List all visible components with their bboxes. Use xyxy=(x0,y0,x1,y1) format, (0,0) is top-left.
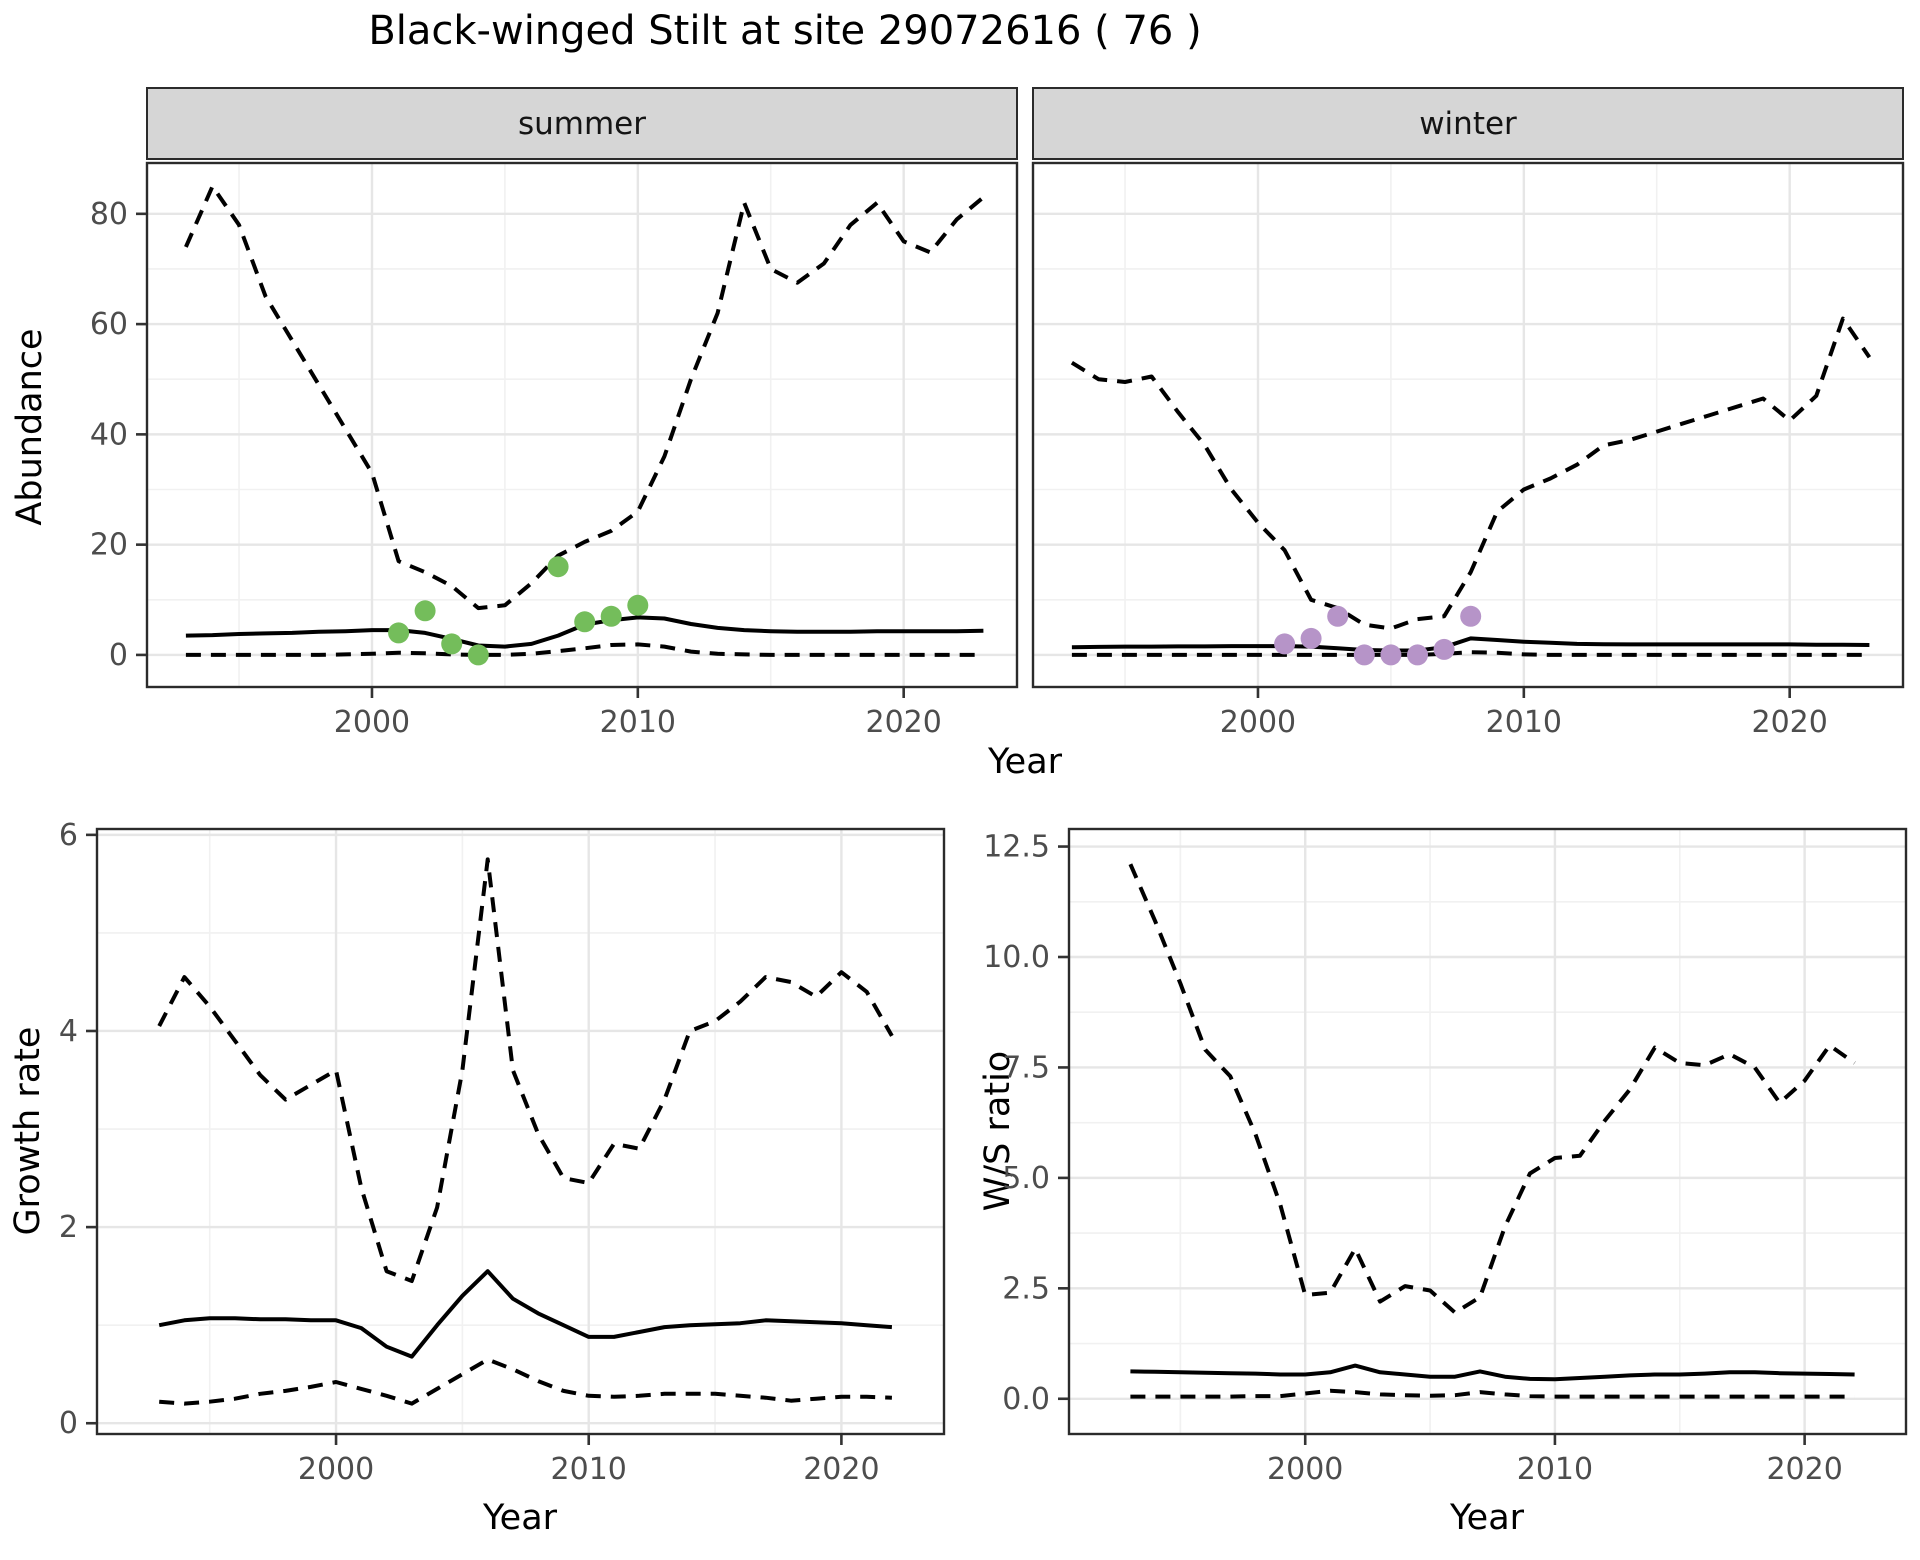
y-axis-tick-label: 4 xyxy=(59,1014,78,1049)
panel-border xyxy=(1031,161,1905,689)
facet-strip-winter-label: winter xyxy=(1419,105,1517,142)
observation-point xyxy=(547,556,569,578)
median-line xyxy=(1130,1363,1855,1382)
series-lines xyxy=(184,184,985,657)
x-axis-tick-label: 2010 xyxy=(600,705,676,740)
y-axis-tick-label: 0.0 xyxy=(1002,1382,1050,1417)
upper-95ci-line xyxy=(1070,316,1872,631)
series-lines xyxy=(1070,316,1872,657)
winter-abundance-plot: 2000 2010 2020 xyxy=(1031,161,1905,740)
y-axis-tick-label: 0 xyxy=(59,1406,78,1441)
y-axis-tick-label: 10.0 xyxy=(983,940,1050,975)
upper-95ci-line xyxy=(184,184,985,611)
observation-point xyxy=(388,622,410,644)
x-axis-tick-label: 2000 xyxy=(298,1452,374,1487)
y-axis-title-growth-rate: Growth rate xyxy=(8,1026,48,1236)
x-axis-tick-label: 2000 xyxy=(334,705,410,740)
observation-point xyxy=(1274,633,1296,655)
y-axis-tick-label: 2.5 xyxy=(1002,1271,1050,1306)
median-line xyxy=(158,1269,893,1359)
lower-95ci-line xyxy=(159,1357,892,1406)
y-axis-tick-label: 60 xyxy=(90,307,128,342)
y-axis-tick-label: 12.5 xyxy=(983,830,1050,865)
observation-point xyxy=(1407,644,1428,666)
grid-lines xyxy=(1068,828,1907,1435)
facet-strip-summer: summer xyxy=(146,87,1018,160)
x-axis-title-bottom-right: Year xyxy=(1449,1498,1525,1538)
y-axis-tick-label: 7.5 xyxy=(1002,1050,1050,1085)
axis-ticks: 2000 2010 2020 0 20 40 60 80 xyxy=(90,197,942,740)
upper-95ci-line xyxy=(1128,863,1856,1315)
ws-ratio-plot: 2000 2010 2020 0.0 2.5 5.0 7.5 10.0 12.5 xyxy=(983,827,1908,1487)
chart-title: Black-winged Stilt at site 29072616 ( 76… xyxy=(368,8,1202,54)
median-line xyxy=(1071,636,1870,653)
upper-95ci-line xyxy=(157,857,894,1283)
growth-rate-plot: 2000 2010 2020 0 2 4 6 xyxy=(59,818,946,1487)
observation-point xyxy=(1460,605,1482,627)
y-axis-tick-label: 40 xyxy=(90,417,128,452)
facet-strip-winter: winter xyxy=(1032,87,1904,160)
observation-point xyxy=(600,605,622,627)
observation-point xyxy=(1300,627,1322,649)
y-axis-tick-label: 6 xyxy=(59,818,78,853)
lower-95ci-line xyxy=(1130,1388,1855,1399)
y-axis-tick-label: 2 xyxy=(59,1210,78,1245)
axis-ticks: 2000 2010 2020 xyxy=(1220,688,1828,740)
panel-border xyxy=(95,827,946,1436)
observation-point xyxy=(1380,644,1402,666)
axis-ticks: 2000 2010 2020 0 2 4 6 xyxy=(59,818,880,1487)
axis-ticks: 2000 2010 2020 0.0 2.5 5.0 7.5 10.0 12.5 xyxy=(983,830,1843,1487)
y-axis-tick-label: 0 xyxy=(109,638,128,673)
x-axis-tick-label: 2020 xyxy=(1766,1452,1842,1487)
lower-95ci-line xyxy=(185,642,984,657)
x-axis-tick-label: 2000 xyxy=(1220,705,1296,740)
y-axis-tick-label: 80 xyxy=(90,197,128,232)
facet-strip-summer-label: summer xyxy=(517,105,646,142)
panel-border xyxy=(145,161,1019,689)
summer-counts xyxy=(388,556,649,666)
observation-point xyxy=(467,644,489,666)
x-axis-tick-label: 2020 xyxy=(866,705,942,740)
observation-point xyxy=(627,594,649,616)
y-axis-title-abundance: Abundance xyxy=(10,328,50,526)
observation-point xyxy=(441,633,463,655)
observation-point xyxy=(1353,644,1375,666)
x-axis-title-bottom-left: Year xyxy=(482,1498,558,1538)
y-axis-title-ws-ratio: W/S ratio xyxy=(978,1050,1018,1212)
winter-counts xyxy=(1274,605,1482,666)
x-axis-title-top: Year xyxy=(987,742,1063,782)
observation-point xyxy=(574,611,596,633)
x-axis-tick-label: 2000 xyxy=(1267,1452,1343,1487)
summer-abundance-plot: 2000 2010 2020 0 20 40 60 80 xyxy=(90,161,1019,740)
x-axis-tick-label: 2010 xyxy=(551,1452,627,1487)
y-axis-tick-label: 5.0 xyxy=(1002,1161,1050,1196)
observation-point xyxy=(1327,605,1349,627)
grid-lines xyxy=(146,162,1018,688)
series-lines xyxy=(157,857,894,1406)
x-axis-tick-label: 2010 xyxy=(1486,705,1562,740)
observation-point xyxy=(1433,638,1455,660)
y-axis-tick-label: 20 xyxy=(90,528,128,563)
series-lines xyxy=(1128,863,1856,1399)
observation-point xyxy=(414,600,436,622)
lower-95ci-line xyxy=(1071,650,1870,657)
x-axis-tick-label: 2020 xyxy=(803,1452,879,1487)
x-axis-tick-label: 2010 xyxy=(1517,1452,1593,1487)
grid-lines xyxy=(96,828,945,1435)
panel-border xyxy=(1067,827,1908,1436)
x-axis-tick-label: 2020 xyxy=(1752,705,1828,740)
